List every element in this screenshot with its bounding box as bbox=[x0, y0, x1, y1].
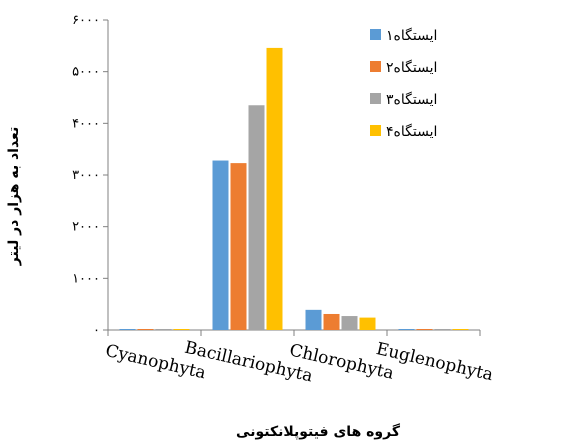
y-tick-label: ۰ bbox=[93, 323, 100, 338]
bar bbox=[341, 316, 358, 330]
y-tick-label: ۳۰۰۰ bbox=[72, 168, 100, 183]
legend-entry-label: ایستگاه۱ bbox=[386, 27, 437, 44]
bar bbox=[230, 163, 247, 330]
legend-entry-label: ایستگاه۳ bbox=[386, 91, 437, 108]
legend-swatch bbox=[370, 125, 381, 136]
legend-swatch bbox=[370, 93, 381, 104]
bar bbox=[119, 329, 136, 330]
bar bbox=[305, 309, 322, 330]
legend-swatch bbox=[370, 61, 381, 72]
legend-swatch bbox=[370, 29, 381, 40]
bar bbox=[359, 317, 376, 330]
legend-entry-label: ایستگاه۲ bbox=[386, 59, 437, 76]
bar bbox=[248, 105, 265, 330]
bar bbox=[416, 329, 433, 330]
y-tick-label: ۲۰۰۰ bbox=[72, 220, 100, 235]
bar bbox=[434, 329, 451, 330]
bar bbox=[323, 313, 340, 330]
bar bbox=[212, 160, 229, 330]
bar bbox=[266, 47, 283, 331]
legend: ایستگاه۱ ایستگاه۲ ایستگاه۳ ایستگاه۴ bbox=[370, 27, 437, 140]
bar bbox=[452, 329, 469, 330]
y-tick-label: ۱۰۰۰ bbox=[72, 271, 100, 286]
y-tick-label: ۴۰۰۰ bbox=[72, 116, 100, 131]
x-axis-title: گروه های فیتوپلانکتونی bbox=[236, 423, 401, 440]
y-tick-label: ۵۰۰۰ bbox=[72, 65, 100, 80]
bar bbox=[173, 329, 190, 330]
y-axis-title: تعداد به هزار در لیتر bbox=[6, 127, 22, 266]
bar bbox=[398, 329, 415, 330]
bar bbox=[155, 329, 172, 330]
bar bbox=[137, 329, 154, 330]
y-tick-label: ۶۰۰۰ bbox=[72, 13, 100, 28]
legend-entry-label: ایستگاه۴ bbox=[386, 123, 437, 140]
